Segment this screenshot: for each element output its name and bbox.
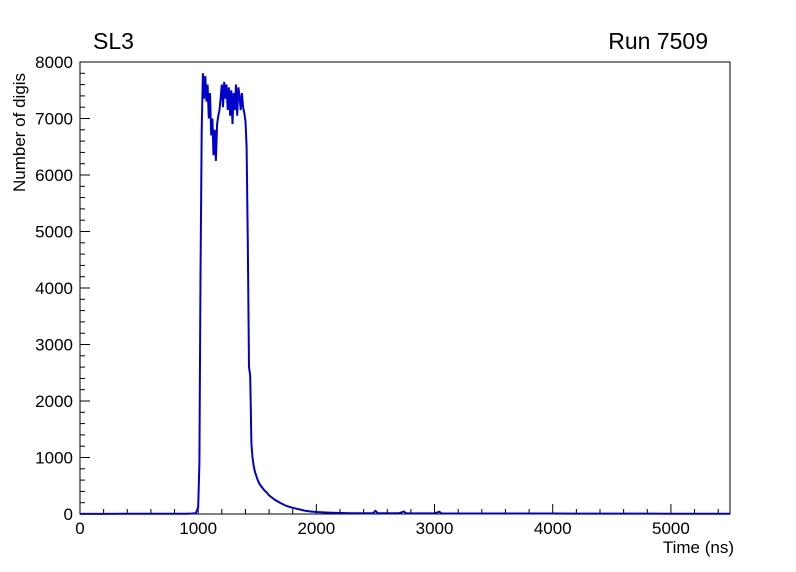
x-tick-label: 0 [75, 519, 84, 538]
plot-title: SL3 [93, 28, 134, 54]
y-tick-label: 6000 [35, 166, 73, 185]
y-tick-label: 8000 [35, 53, 73, 72]
run-label: Run 7509 [608, 28, 708, 54]
y-tick-label: 4000 [35, 279, 73, 298]
y-tick-label: 3000 [35, 336, 73, 355]
y-tick-label: 5000 [35, 223, 73, 242]
y-tick-label: 7000 [35, 110, 73, 129]
histogram-line [80, 73, 730, 515]
y-axis-title: Number of digis [10, 72, 29, 192]
x-tick-label: 4000 [534, 519, 572, 538]
x-tick-label: 3000 [416, 519, 454, 538]
x-tick-label: 5000 [652, 519, 690, 538]
y-tick-label: 1000 [35, 449, 73, 468]
plot-frame [79, 61, 731, 515]
x-tick-label: 1000 [179, 519, 217, 538]
y-tick-label: 2000 [35, 392, 73, 411]
y-tick-label: 0 [64, 505, 73, 524]
x-axis-title: Time (ns) [662, 538, 734, 557]
x-tick-label: 2000 [297, 519, 335, 538]
